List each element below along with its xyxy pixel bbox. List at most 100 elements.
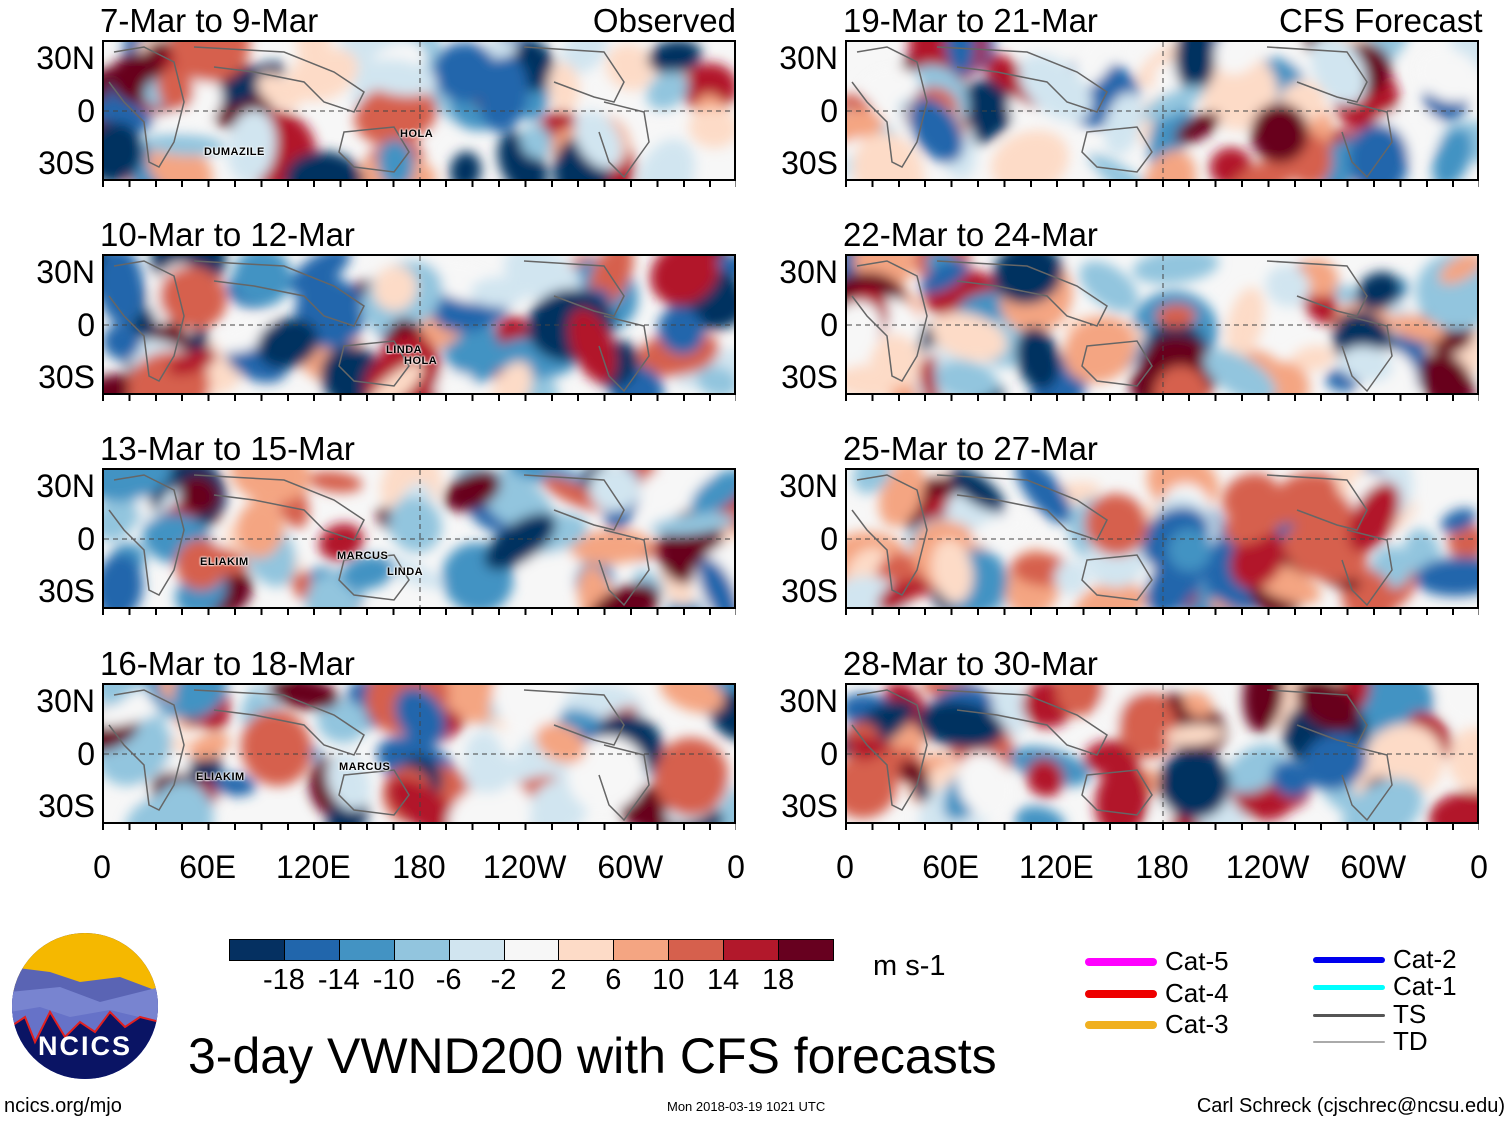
anomaly-contour bbox=[288, 256, 351, 295]
anomaly-contour bbox=[1118, 691, 1177, 759]
anomaly-contour bbox=[305, 574, 359, 607]
anomaly-contour bbox=[1415, 48, 1477, 103]
anomaly-contour bbox=[688, 107, 734, 148]
longitude-ticks bbox=[845, 181, 1479, 187]
longitude-label: 0 bbox=[1470, 849, 1488, 885]
wind-anomaly-map: DUMAZILE HOLA bbox=[102, 40, 736, 181]
coastline bbox=[108, 46, 185, 168]
coastline bbox=[1266, 46, 1368, 103]
coastline bbox=[193, 689, 365, 756]
storm-label: MARCUS bbox=[339, 761, 391, 773]
anomaly-contour bbox=[1074, 581, 1146, 607]
anomaly-contour bbox=[1341, 778, 1423, 822]
anomaly-contour bbox=[1229, 155, 1303, 179]
anomaly-contour bbox=[230, 470, 310, 504]
longitude-label: 60E bbox=[179, 849, 237, 885]
anomaly-contour bbox=[1302, 733, 1367, 791]
anomaly-contour bbox=[491, 361, 533, 393]
coastline bbox=[523, 474, 625, 531]
coastline bbox=[851, 474, 928, 596]
colorbar-swatch bbox=[283, 939, 340, 961]
colorbar-swatch bbox=[778, 939, 834, 961]
anomaly-contour bbox=[1203, 349, 1277, 393]
anomaly-contour bbox=[1158, 749, 1231, 820]
anomaly-contour bbox=[104, 373, 139, 393]
latitude-label: 0 bbox=[820, 520, 838, 557]
legend-line-cat-3 bbox=[1085, 1021, 1157, 1029]
colorbar-label: -6 bbox=[435, 964, 462, 996]
wind-anomaly-map bbox=[845, 683, 1479, 824]
anomaly-contour bbox=[898, 760, 928, 786]
anomaly-contour bbox=[233, 256, 292, 307]
coastline bbox=[851, 689, 928, 811]
anomaly-contour bbox=[647, 42, 702, 74]
latitude-label: 30N bbox=[779, 683, 838, 719]
anomaly-contour bbox=[681, 62, 734, 113]
coastline bbox=[1081, 769, 1153, 816]
anomaly-contour bbox=[307, 471, 363, 493]
anomaly-contour bbox=[567, 736, 646, 812]
anomaly-contour bbox=[934, 360, 998, 393]
wind-anomaly-map: ELIAKIM MARCUS LINDA bbox=[102, 468, 736, 609]
anomaly-contour bbox=[1295, 685, 1359, 732]
legend-line-ts bbox=[1313, 1013, 1385, 1017]
longitude-label: 0 bbox=[836, 849, 854, 885]
colorbar-swatch bbox=[723, 939, 780, 961]
coastline bbox=[936, 689, 1108, 756]
wind-anomaly-map bbox=[845, 254, 1479, 395]
anomaly-contour bbox=[577, 566, 615, 607]
anomaly-contour bbox=[1014, 806, 1066, 822]
coastline bbox=[193, 474, 365, 541]
longitude-ticks bbox=[845, 609, 1479, 615]
longitude-label: 120E bbox=[1018, 849, 1094, 885]
anomaly-contour bbox=[168, 348, 217, 376]
anomaly-contour bbox=[847, 109, 885, 144]
anomaly-contour bbox=[574, 110, 624, 169]
legend-label: Cat-2 bbox=[1393, 944, 1457, 974]
anomaly-contour bbox=[949, 470, 1005, 512]
coastline bbox=[1266, 474, 1368, 531]
latitude-label: 30S bbox=[781, 788, 838, 824]
anomaly-contour bbox=[957, 752, 1014, 818]
anomaly-contour bbox=[1084, 493, 1148, 556]
anomaly-contour bbox=[340, 555, 395, 591]
coastline bbox=[338, 126, 410, 173]
anomaly-contour bbox=[1290, 345, 1336, 372]
longitude-label: 180 bbox=[392, 849, 446, 885]
anomaly-contour bbox=[698, 558, 734, 607]
anomaly-contour bbox=[852, 132, 925, 179]
longitude-label: 60W bbox=[597, 849, 664, 885]
anomaly-contour bbox=[1438, 685, 1477, 726]
anomaly-contour bbox=[605, 43, 655, 91]
anomaly-contour bbox=[447, 781, 532, 822]
anomaly-contour bbox=[1155, 304, 1196, 328]
footer-credit: Carl Schreck (cjschrec@ncsu.edu) bbox=[1196, 1095, 1505, 1117]
anomaly-contour bbox=[569, 529, 653, 565]
anomaly-contour bbox=[1025, 758, 1065, 798]
anomaly-contour bbox=[268, 685, 340, 711]
footer-url[interactable]: ncics.org/mjo bbox=[4, 1095, 122, 1117]
anomaly-contour bbox=[646, 71, 689, 110]
anomaly-contour bbox=[650, 513, 734, 536]
latitude-label: 30S bbox=[781, 359, 838, 395]
anomaly-contour bbox=[1439, 256, 1477, 285]
anomaly-contour bbox=[240, 709, 312, 786]
coastline bbox=[108, 474, 185, 596]
legend-label: Cat-5 bbox=[1165, 946, 1229, 976]
latitude-label: 30S bbox=[781, 145, 838, 181]
anomaly-contour bbox=[213, 773, 257, 796]
latitude-label: 0 bbox=[820, 306, 838, 343]
anomaly-contour bbox=[227, 109, 277, 179]
latitude-label: 30S bbox=[781, 573, 838, 609]
anomaly-contour bbox=[1094, 761, 1150, 822]
coastline bbox=[338, 769, 410, 816]
anomaly-contour bbox=[178, 475, 219, 515]
anomaly-contour bbox=[847, 355, 893, 393]
anomaly-contour bbox=[945, 42, 976, 75]
anomaly-contour bbox=[104, 470, 172, 502]
coastline bbox=[108, 689, 185, 811]
longitude-label: 60E bbox=[922, 849, 980, 885]
anomaly-contour bbox=[188, 732, 231, 760]
anomaly-contour bbox=[589, 470, 641, 512]
colorbar-swatch bbox=[338, 939, 395, 961]
